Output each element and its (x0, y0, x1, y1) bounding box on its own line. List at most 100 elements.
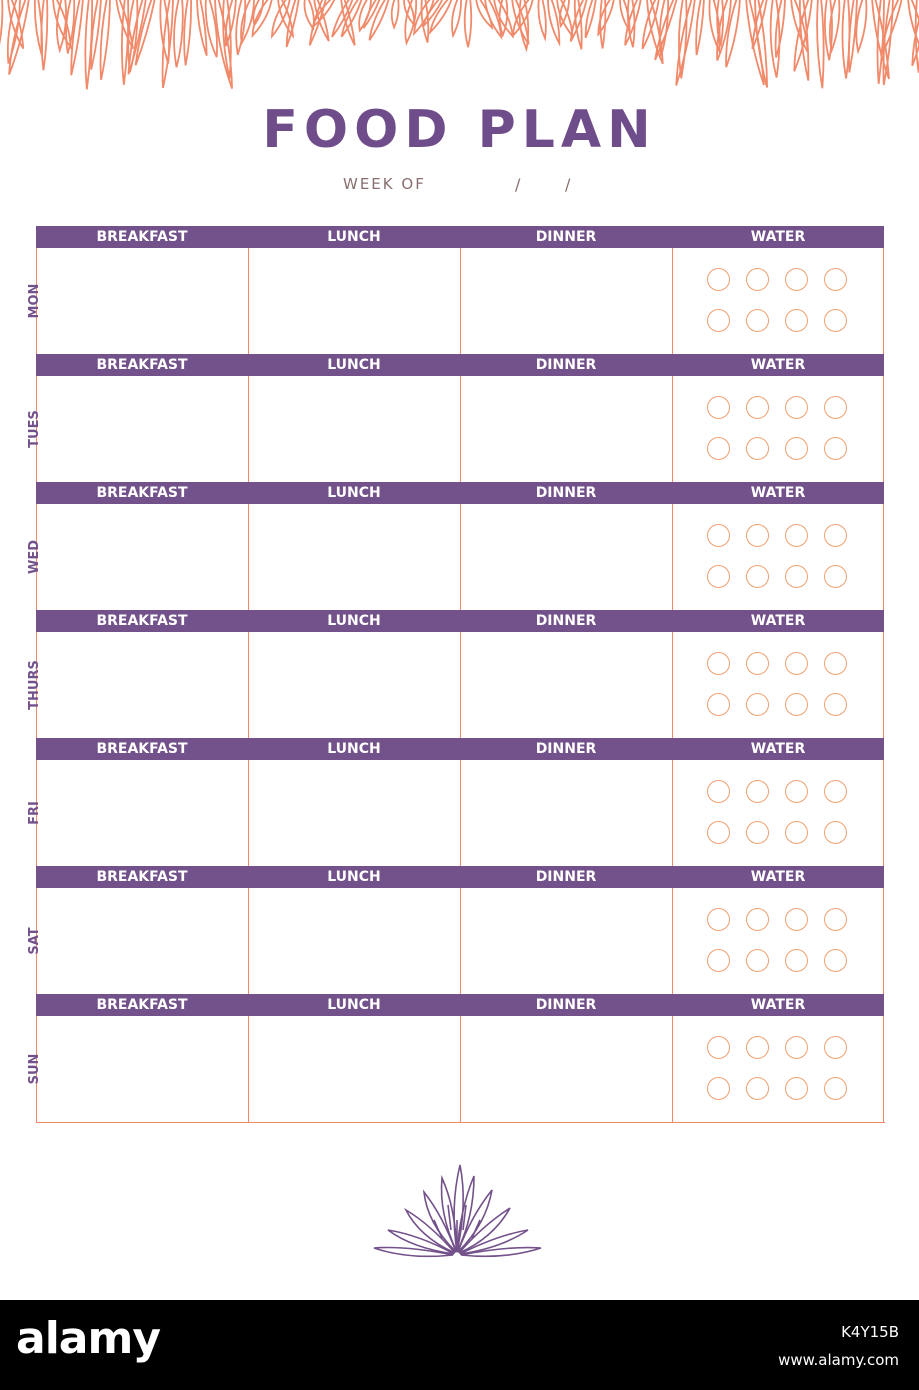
dinner-entry-cell[interactable] (460, 1016, 672, 1122)
water-glass-checkbox[interactable] (824, 949, 847, 972)
column-header-water: WATER (750, 613, 806, 629)
planner-page: FOOD PLAN WEEK OF / / BREAKFAST LUNCH DINN… (0, 0, 919, 1258)
water-glass-checkbox[interactable] (707, 949, 730, 972)
lunch-entry-cell[interactable] (248, 248, 460, 354)
water-glass-checkbox[interactable] (824, 1077, 847, 1100)
water-glass-checkbox[interactable] (824, 437, 847, 460)
dinner-entry-cell[interactable] (460, 376, 672, 482)
water-glass-checkbox[interactable] (785, 780, 808, 803)
water-glass-checkbox[interactable] (707, 821, 730, 844)
breakfast-entry-cell[interactable] (36, 504, 248, 610)
lunch-entry-cell[interactable] (248, 376, 460, 482)
grid-bottom-border (36, 1122, 885, 1123)
water-glass-checkbox[interactable] (707, 652, 730, 675)
column-header-dinner: DINNER (535, 357, 597, 373)
day-label: WED (27, 540, 42, 575)
column-header-lunch: LUNCH (327, 741, 381, 757)
breakfast-entry-cell[interactable] (36, 760, 248, 866)
column-header-dinner: DINNER (535, 741, 597, 757)
column-header-dinner: DINNER (535, 229, 597, 245)
water-glass-checkbox[interactable] (707, 908, 730, 931)
water-glass-checkbox[interactable] (746, 780, 769, 803)
water-glass-checkbox[interactable] (746, 1036, 769, 1059)
water-glass-checkbox[interactable] (785, 268, 808, 291)
water-glass-checkbox[interactable] (824, 908, 847, 931)
water-entry-cell[interactable] (672, 504, 884, 610)
leaf-border-decoration (0, 0, 919, 90)
water-glass-checkbox[interactable] (824, 565, 847, 588)
lunch-entry-cell[interactable] (248, 760, 460, 866)
breakfast-entry-cell[interactable] (36, 1016, 248, 1122)
water-glass-checkbox[interactable] (707, 524, 730, 547)
water-glass-checkbox[interactable] (746, 268, 769, 291)
water-glass-checkbox[interactable] (785, 652, 808, 675)
water-glass-checkbox[interactable] (746, 821, 769, 844)
dinner-entry-cell[interactable] (460, 504, 672, 610)
water-glass-checkbox[interactable] (785, 1036, 808, 1059)
water-glass-checkbox[interactable] (746, 652, 769, 675)
water-glass-checkbox[interactable] (785, 437, 808, 460)
column-header-bar: BREAKFAST LUNCH DINNER WATER (36, 482, 884, 504)
water-entry-cell[interactable] (672, 888, 884, 994)
water-glass-checkbox[interactable] (707, 437, 730, 460)
water-glass-checkbox[interactable] (785, 1077, 808, 1100)
water-glass-checkbox[interactable] (707, 268, 730, 291)
water-glass-checkbox[interactable] (785, 949, 808, 972)
water-glass-checkbox[interactable] (707, 396, 730, 419)
water-glass-checkbox[interactable] (746, 565, 769, 588)
water-glass-checkbox[interactable] (746, 437, 769, 460)
water-glass-checkbox[interactable] (707, 1077, 730, 1100)
water-glass-checkbox[interactable] (707, 309, 730, 332)
water-glass-checkbox[interactable] (824, 524, 847, 547)
page-title: FOOD PLAN (262, 100, 657, 160)
water-entry-cell[interactable] (672, 1016, 884, 1122)
water-glass-checkbox[interactable] (785, 565, 808, 588)
water-glass-checkbox[interactable] (746, 396, 769, 419)
lunch-entry-cell[interactable] (248, 888, 460, 994)
water-glass-checkbox[interactable] (824, 268, 847, 291)
water-glass-checkbox[interactable] (785, 908, 808, 931)
dinner-entry-cell[interactable] (460, 888, 672, 994)
water-glass-checkbox[interactable] (746, 693, 769, 716)
water-glass-checkbox[interactable] (707, 780, 730, 803)
water-glass-checkbox[interactable] (824, 780, 847, 803)
water-glass-checkbox[interactable] (707, 693, 730, 716)
water-entry-cell[interactable] (672, 632, 884, 738)
water-glass-checkbox[interactable] (785, 693, 808, 716)
dinner-entry-cell[interactable] (460, 760, 672, 866)
water-glass-checkbox[interactable] (746, 949, 769, 972)
water-glass-checkbox[interactable] (785, 309, 808, 332)
column-header-dinner: DINNER (535, 613, 597, 629)
water-glass-checkbox[interactable] (824, 309, 847, 332)
column-header-water: WATER (750, 741, 806, 757)
water-glass-checkbox[interactable] (746, 309, 769, 332)
water-glass-checkbox[interactable] (707, 1036, 730, 1059)
water-glass-checkbox[interactable] (785, 821, 808, 844)
lunch-entry-cell[interactable] (248, 504, 460, 610)
water-glass-checkbox[interactable] (824, 821, 847, 844)
column-header-bar: BREAKFAST LUNCH DINNER WATER (36, 610, 884, 632)
breakfast-entry-cell[interactable] (36, 376, 248, 482)
water-glass-checkbox[interactable] (707, 565, 730, 588)
day-label: SUN (27, 1053, 42, 1085)
water-glass-checkbox[interactable] (785, 396, 808, 419)
water-glass-checkbox[interactable] (824, 396, 847, 419)
lunch-entry-cell[interactable] (248, 632, 460, 738)
water-entry-cell[interactable] (672, 760, 884, 866)
water-glass-checkbox[interactable] (746, 908, 769, 931)
water-glass-checkbox[interactable] (824, 693, 847, 716)
column-header-water: WATER (750, 229, 806, 245)
water-glass-checkbox[interactable] (746, 524, 769, 547)
lunch-entry-cell[interactable] (248, 1016, 460, 1122)
water-glass-checkbox[interactable] (824, 1036, 847, 1059)
breakfast-entry-cell[interactable] (36, 248, 248, 354)
water-glass-checkbox[interactable] (746, 1077, 769, 1100)
breakfast-entry-cell[interactable] (36, 632, 248, 738)
water-entry-cell[interactable] (672, 248, 884, 354)
water-glass-checkbox[interactable] (785, 524, 808, 547)
water-entry-cell[interactable] (672, 376, 884, 482)
breakfast-entry-cell[interactable] (36, 888, 248, 994)
dinner-entry-cell[interactable] (460, 632, 672, 738)
dinner-entry-cell[interactable] (460, 248, 672, 354)
water-glass-checkbox[interactable] (824, 652, 847, 675)
